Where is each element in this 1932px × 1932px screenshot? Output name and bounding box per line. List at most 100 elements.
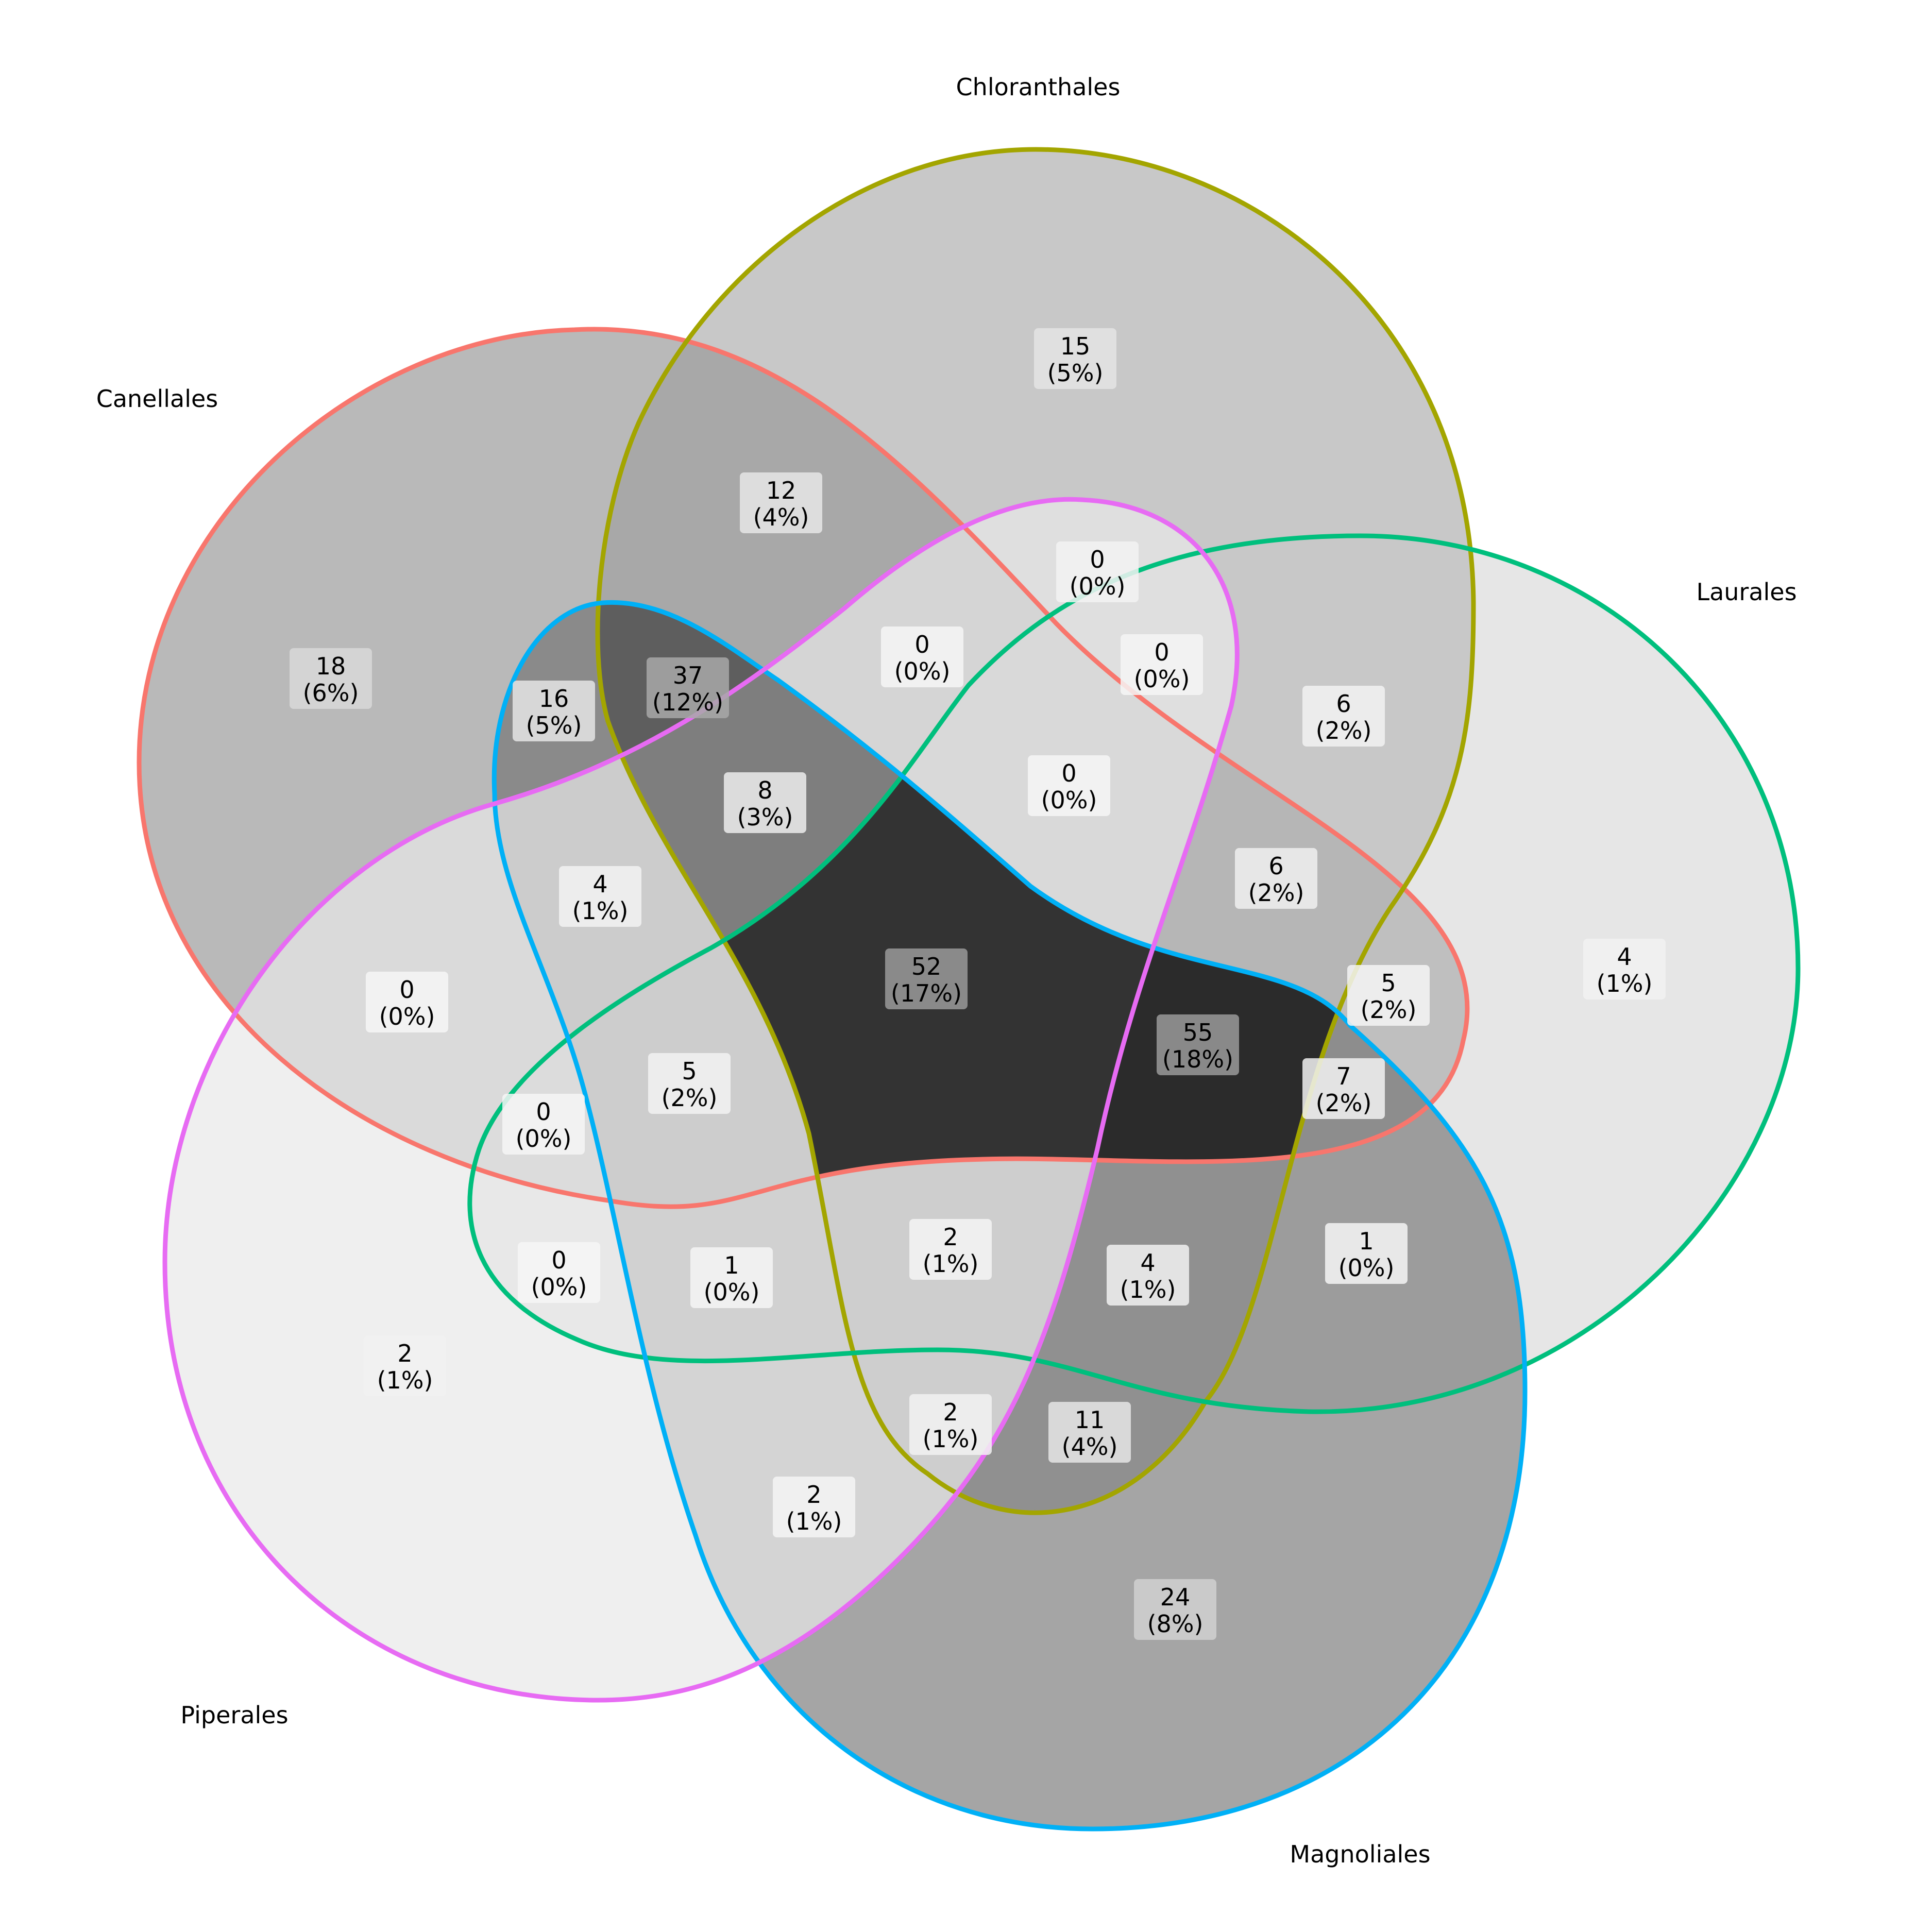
region-percent: (0%) <box>704 1278 760 1306</box>
region-label-box <box>1121 634 1203 695</box>
region-percent: (1%) <box>572 897 629 925</box>
region-label-box <box>1134 1579 1216 1640</box>
region-label: 0(0%) <box>502 1094 585 1155</box>
region-label: 0(0%) <box>1056 541 1139 602</box>
region-label-box <box>518 1242 600 1303</box>
region-label: 37(12%) <box>647 657 729 718</box>
region-percent: (0%) <box>1134 665 1190 693</box>
region-label-box <box>1302 686 1385 747</box>
region-label: 8(3%) <box>724 772 806 833</box>
region-percent: (1%) <box>786 1507 842 1535</box>
region-count: 16 <box>539 685 569 713</box>
region-percent: (5%) <box>1047 359 1104 387</box>
region-count: 2 <box>943 1223 958 1251</box>
region-label-box <box>1048 1402 1131 1463</box>
region-label: 5(2%) <box>648 1053 731 1114</box>
region-percent: (0%) <box>894 657 951 685</box>
region-label-box <box>773 1477 855 1537</box>
region-label: 15(5%) <box>1034 328 1116 389</box>
region-label: 2(1%) <box>773 1477 855 1537</box>
region-count: 18 <box>316 652 346 680</box>
region-label: 16(5%) <box>513 681 595 741</box>
region-label: 2(1%) <box>909 1394 992 1455</box>
region-label-box <box>724 772 806 833</box>
region-label-box <box>1235 848 1317 909</box>
region-count: 0 <box>1154 638 1169 666</box>
region-label-box <box>559 866 641 927</box>
region-percent: (6%) <box>303 679 359 707</box>
region-count: 24 <box>1160 1583 1191 1611</box>
region-count: 15 <box>1060 332 1091 360</box>
region-percent: (4%) <box>753 503 809 531</box>
region-count: 4 <box>1617 943 1632 971</box>
region-label-box <box>740 472 822 533</box>
region-label-box <box>647 657 729 718</box>
region-count: 1 <box>1359 1227 1374 1255</box>
region-label-box <box>690 1247 773 1308</box>
region-count: 37 <box>673 662 703 689</box>
region-count: 0 <box>536 1098 551 1126</box>
set-label-piperales: Piperales <box>180 1701 288 1729</box>
region-label: 1(0%) <box>1325 1223 1408 1284</box>
region-count: 5 <box>682 1057 697 1085</box>
region-label: 55(18%) <box>1157 1014 1239 1075</box>
region-label: 4(1%) <box>1583 939 1666 999</box>
region-percent: (0%) <box>1338 1254 1395 1282</box>
region-label-box <box>502 1094 585 1155</box>
region-percent: (18%) <box>1162 1045 1233 1073</box>
region-label-box <box>1157 1014 1239 1075</box>
set-label-magnoliales: Magnoliales <box>1290 1840 1430 1868</box>
region-percent: (12%) <box>652 688 723 716</box>
region-count: 2 <box>397 1340 412 1367</box>
region-percent: (0%) <box>516 1125 572 1153</box>
region-count: 0 <box>914 631 929 658</box>
region-percent: (0%) <box>379 1003 435 1030</box>
region-percent: (1%) <box>923 1425 979 1453</box>
region-count: 2 <box>806 1481 821 1509</box>
region-percent: (1%) <box>923 1250 979 1278</box>
set-label-laurales: Laurales <box>1696 578 1797 606</box>
region-percent: (2%) <box>662 1084 718 1112</box>
region-count: 55 <box>1183 1019 1213 1046</box>
region-label: 52(17%) <box>885 948 968 1009</box>
region-count: 0 <box>399 976 414 1004</box>
region-count: 11 <box>1075 1406 1105 1434</box>
region-percent: (17%) <box>891 979 962 1007</box>
region-label: 24(8%) <box>1134 1579 1216 1640</box>
region-count: 4 <box>592 870 607 898</box>
region-label-box <box>1107 1245 1189 1306</box>
region-label: 0(0%) <box>518 1242 600 1303</box>
region-percent: (2%) <box>1248 879 1304 907</box>
region-label-box <box>885 948 968 1009</box>
region-count: 0 <box>1061 759 1076 787</box>
region-label: 0(0%) <box>881 626 963 687</box>
region-percent: (2%) <box>1316 1089 1372 1117</box>
region-label-box <box>1034 328 1116 389</box>
region-labels: 18(6%)15(5%)4(1%)24(8%)2(1%)12(4%)16(5%)… <box>290 328 1666 1640</box>
region-count: 1 <box>724 1251 739 1279</box>
region-label: 4(1%) <box>1107 1245 1189 1306</box>
region-percent: (5%) <box>526 711 582 739</box>
region-label: 5(2%) <box>1347 965 1430 1026</box>
region-count: 6 <box>1336 690 1351 718</box>
region-percent: (1%) <box>1120 1276 1176 1303</box>
region-percent: (2%) <box>1316 717 1372 744</box>
region-label: 6(2%) <box>1235 848 1317 909</box>
region-label-box <box>1583 939 1666 999</box>
region-label: 0(0%) <box>1121 634 1203 695</box>
region-label-box <box>648 1053 731 1114</box>
region-percent: (1%) <box>1597 970 1653 997</box>
region-percent: (0%) <box>1070 572 1126 600</box>
set-label-canellales: Canellales <box>96 385 218 413</box>
region-label-box <box>290 648 372 709</box>
region-count: 4 <box>1140 1249 1155 1277</box>
region-label: 0(0%) <box>1028 755 1110 816</box>
region-label: 2(1%) <box>909 1219 992 1280</box>
region-label-box <box>364 1335 446 1396</box>
region-percent: (0%) <box>531 1273 587 1301</box>
region-percent: (3%) <box>737 803 793 831</box>
region-percent: (4%) <box>1062 1433 1118 1461</box>
region-label: 6(2%) <box>1302 686 1385 747</box>
set-label-chloranthales: Chloranthales <box>956 73 1121 101</box>
region-label-box <box>1056 541 1139 602</box>
